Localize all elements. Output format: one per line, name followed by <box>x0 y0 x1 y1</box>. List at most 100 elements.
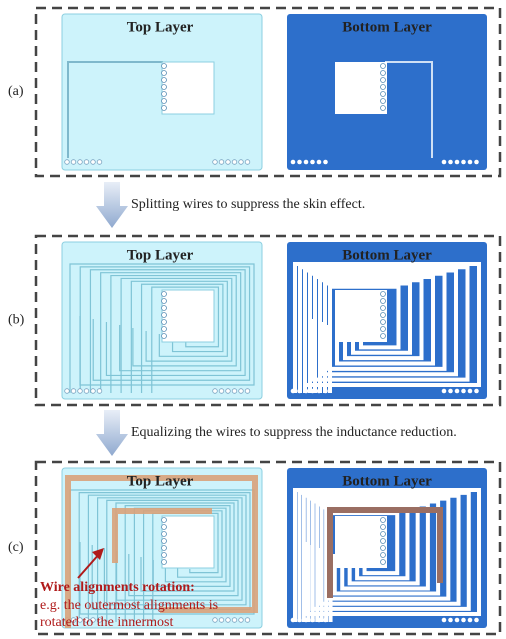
pad <box>461 389 466 394</box>
via <box>381 306 386 311</box>
pad <box>323 160 328 165</box>
via <box>162 313 167 318</box>
pad <box>232 389 237 394</box>
pad <box>455 160 460 165</box>
layer-title: Top Layer <box>127 19 194 35</box>
via <box>162 320 167 325</box>
hole <box>335 516 387 568</box>
via <box>162 560 167 565</box>
pad <box>219 389 224 394</box>
via <box>381 327 386 332</box>
via <box>381 546 386 551</box>
pad <box>442 389 447 394</box>
pad <box>474 389 479 394</box>
pad <box>310 389 315 394</box>
pad <box>461 618 466 623</box>
via <box>381 78 386 83</box>
pad <box>317 389 322 394</box>
pad <box>474 618 479 623</box>
via <box>381 518 386 523</box>
layer-title: Top Layer <box>127 473 194 489</box>
pad <box>468 160 473 165</box>
annotation-text: e.g. the outermost alignments is <box>40 598 218 613</box>
via <box>381 92 386 97</box>
annotation-text: rotated to the innermost <box>40 615 173 630</box>
via <box>381 532 386 537</box>
via <box>162 85 167 90</box>
pad <box>474 160 479 165</box>
pad <box>310 618 315 623</box>
pad <box>65 389 70 394</box>
pad <box>442 160 447 165</box>
pad <box>245 389 250 394</box>
pad <box>91 389 96 394</box>
figure: (a)Top LayerBottom Layer(b)Top LayerBott… <box>0 0 506 639</box>
pad <box>304 160 309 165</box>
pad <box>239 618 244 623</box>
pad <box>213 389 218 394</box>
via <box>162 327 167 332</box>
via <box>381 553 386 558</box>
via <box>381 292 386 297</box>
pad <box>232 160 237 165</box>
pad <box>239 160 244 165</box>
layer-title: Top Layer <box>127 247 194 263</box>
via <box>381 85 386 90</box>
via <box>162 539 167 544</box>
via <box>381 64 386 69</box>
step-text: Splitting wires to suppress the skin eff… <box>131 197 365 212</box>
via <box>381 71 386 76</box>
pad <box>232 618 237 623</box>
pad <box>468 618 473 623</box>
pad <box>245 160 250 165</box>
pad <box>71 160 76 165</box>
layer-title: Bottom Layer <box>342 19 432 35</box>
layer-title: Bottom Layer <box>342 473 432 489</box>
via <box>162 71 167 76</box>
hole <box>335 290 387 342</box>
pad <box>226 160 231 165</box>
pad <box>323 389 328 394</box>
pad <box>448 160 453 165</box>
via <box>381 560 386 565</box>
hole <box>162 62 214 114</box>
via <box>381 299 386 304</box>
pad <box>304 618 309 623</box>
pad <box>84 389 89 394</box>
via <box>162 78 167 83</box>
via <box>162 92 167 97</box>
pad <box>297 618 302 623</box>
step-arrow <box>96 410 128 456</box>
via <box>162 553 167 558</box>
pad <box>219 618 224 623</box>
pad <box>442 618 447 623</box>
via <box>381 106 386 111</box>
pad <box>213 160 218 165</box>
pad <box>291 160 296 165</box>
pad <box>291 389 296 394</box>
via <box>162 299 167 304</box>
pad <box>468 389 473 394</box>
annotation-title: Wire alignments rotation: <box>40 580 195 595</box>
via <box>162 99 167 104</box>
pad <box>91 160 96 165</box>
pad <box>297 160 302 165</box>
via <box>162 334 167 339</box>
via <box>162 292 167 297</box>
layer-title: Bottom Layer <box>342 247 432 263</box>
pad <box>317 618 322 623</box>
pad <box>65 160 70 165</box>
pad <box>97 160 102 165</box>
pad <box>291 618 296 623</box>
via <box>381 539 386 544</box>
via <box>381 525 386 530</box>
step-arrow <box>96 182 128 228</box>
via <box>162 106 167 111</box>
via <box>381 313 386 318</box>
step-text: Equalizing the wires to suppress the ind… <box>131 425 457 440</box>
panel-label: (c) <box>8 540 24 555</box>
pad <box>71 389 76 394</box>
pad <box>461 160 466 165</box>
pad <box>78 160 83 165</box>
hole <box>162 290 214 342</box>
